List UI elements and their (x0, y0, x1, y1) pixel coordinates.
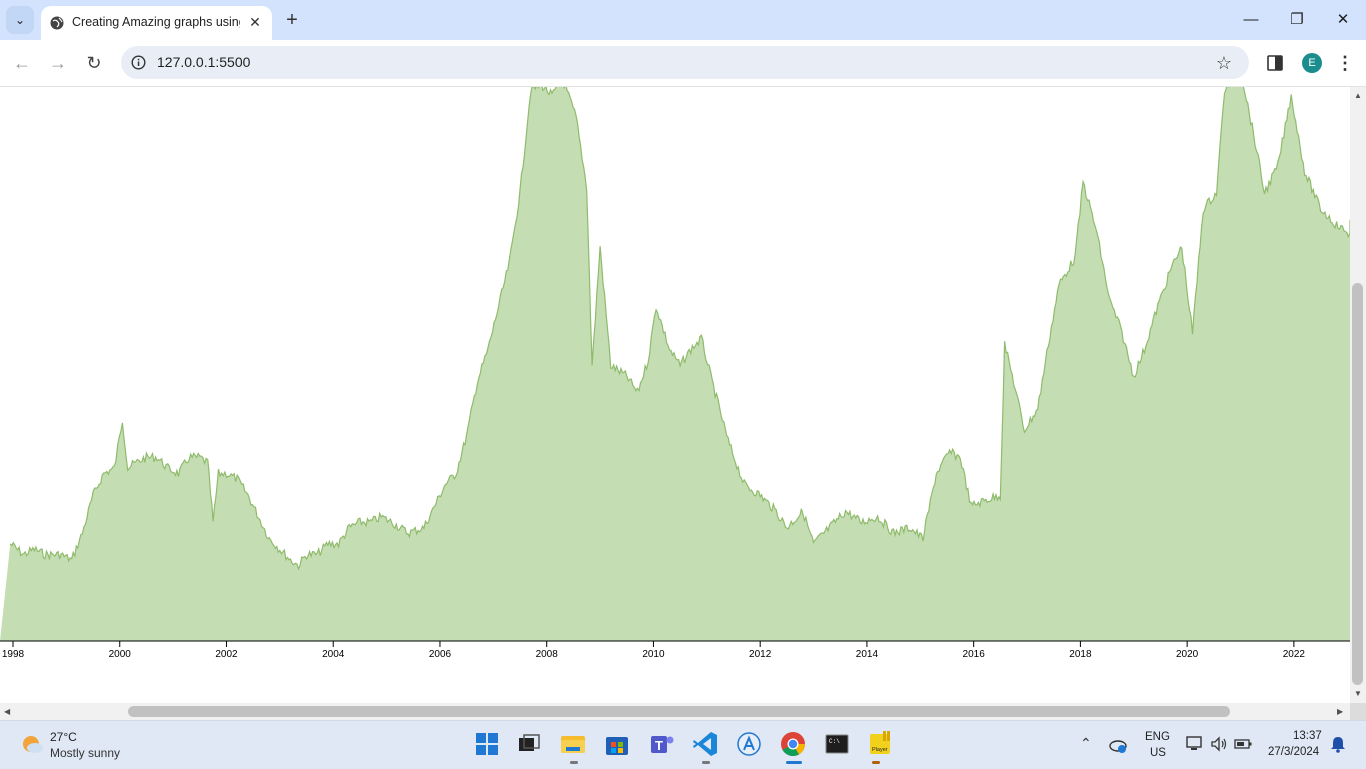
chevron-up-icon[interactable]: ⌃ (1080, 735, 1092, 751)
clock-time[interactable]: 13:37 (1293, 730, 1322, 742)
x-tick-label: 2018 (1069, 649, 1092, 660)
scroll-down-icon[interactable]: ▼ (1354, 689, 1362, 698)
volume-icon[interactable] (1210, 735, 1228, 753)
notification-bell-icon[interactable] (1330, 735, 1346, 753)
x-tick-label: 2010 (642, 649, 665, 660)
plus-icon[interactable]: + (286, 9, 298, 31)
taskbar: 27°C Mostly sunny T C:\ Player ⌃ ENG US (0, 720, 1366, 769)
page-content: 1998 2000 2002 2004 2006 2008 2010 2012 2014 2016… (0, 87, 1350, 703)
browser-toolbar: ← → ↻ 127.0.0.1:5500 ☆ E ⋮ (0, 40, 1366, 87)
x-tick-label: 2002 (215, 649, 238, 660)
reload-icon[interactable]: ↻ (86, 53, 102, 73)
file-explorer-icon[interactable] (558, 729, 588, 759)
svg-text:Player: Player (872, 747, 888, 753)
scrollbar-corner (1350, 703, 1366, 720)
url-text[interactable]: 127.0.0.1:5500 (157, 54, 251, 70)
browser-tab[interactable]: Creating Amazing graphs using ✕ (41, 6, 272, 40)
back-icon[interactable]: ← (13, 53, 31, 73)
series-line (9, 87, 1350, 571)
language-region[interactable]: US (1150, 747, 1166, 759)
avatar[interactable]: E (1302, 53, 1322, 73)
svg-text:C:\: C:\ (829, 738, 840, 745)
x-tick-label: 2006 (429, 649, 452, 660)
globe-icon (50, 16, 64, 30)
x-tick-label: 2000 (109, 649, 132, 660)
close-window-icon[interactable]: ✕ (1336, 11, 1350, 28)
weather-icon[interactable] (20, 732, 44, 756)
area-chart: 1998 2000 2002 2004 2006 2008 2010 2012 2014 2016… (0, 87, 1350, 660)
info-icon[interactable] (131, 55, 146, 70)
battery-icon[interactable] (1234, 736, 1252, 752)
close-icon[interactable]: ✕ (249, 14, 261, 30)
address-bar[interactable]: 127.0.0.1:5500 ☆ (121, 46, 1249, 79)
network-icon[interactable] (1186, 735, 1204, 753)
area-fill (0, 87, 1350, 641)
vertical-scrollbar[interactable]: ▲ ▼ (1350, 87, 1366, 703)
tab-strip: ⌄ Creating Amazing graphs using ✕ + — ❐ … (0, 0, 1366, 40)
x-tick-label: 2008 (536, 649, 559, 660)
language-indicator[interactable]: ENG (1145, 731, 1170, 743)
horizontal-scrollbar[interactable]: ◀ ▶ (0, 703, 1350, 720)
side-panel-icon[interactable] (1266, 54, 1284, 72)
onedrive-icon[interactable] (1109, 735, 1129, 755)
restore-icon[interactable]: ❐ (1290, 11, 1304, 28)
x-tick-label: 2014 (856, 649, 879, 660)
x-tick-label: 2016 (963, 649, 986, 660)
kebab-menu-icon[interactable]: ⋮ (1336, 53, 1354, 73)
scroll-right-icon[interactable]: ▶ (1337, 707, 1344, 716)
minimize-icon[interactable]: — (1243, 11, 1259, 28)
x-tick-label: 2004 (322, 649, 345, 660)
start-icon[interactable] (472, 729, 502, 759)
tab-search-icon[interactable]: ⌄ (6, 6, 34, 34)
tab-title: Creating Amazing graphs using (72, 15, 240, 29)
x-tick-label: 2020 (1176, 649, 1199, 660)
horizontal-scroll-thumb[interactable] (128, 706, 1230, 717)
x-tick-label: 2022 (1283, 649, 1306, 660)
vertical-scroll-thumb[interactable] (1352, 283, 1363, 685)
star-icon[interactable]: ☆ (1215, 53, 1233, 73)
scroll-up-icon[interactable]: ▲ (1354, 91, 1362, 100)
store-icon[interactable] (602, 729, 632, 759)
svg-text:T: T (655, 738, 663, 753)
app-store-icon[interactable] (734, 729, 764, 759)
forward-icon[interactable]: → (49, 53, 67, 73)
x-axis: 1998 2000 2002 2004 2006 2008 2010 2012 2014 2016… (2, 641, 1306, 660)
chrome-icon[interactable] (778, 729, 808, 759)
scroll-left-icon[interactable]: ◀ (4, 707, 11, 716)
clock-date[interactable]: 27/3/2024 (1268, 746, 1320, 758)
player-icon[interactable]: Player (866, 729, 896, 759)
terminal-icon[interactable]: C:\ (822, 729, 852, 759)
teams-icon[interactable]: T (646, 729, 676, 759)
weather-temperature[interactable]: 27°C (50, 730, 77, 744)
weather-description[interactable]: Mostly sunny (50, 746, 121, 760)
vscode-icon[interactable] (690, 729, 720, 759)
task-view-icon[interactable] (514, 729, 544, 759)
x-tick-label: 1998 (2, 649, 25, 660)
x-tick-label: 2012 (749, 649, 772, 660)
